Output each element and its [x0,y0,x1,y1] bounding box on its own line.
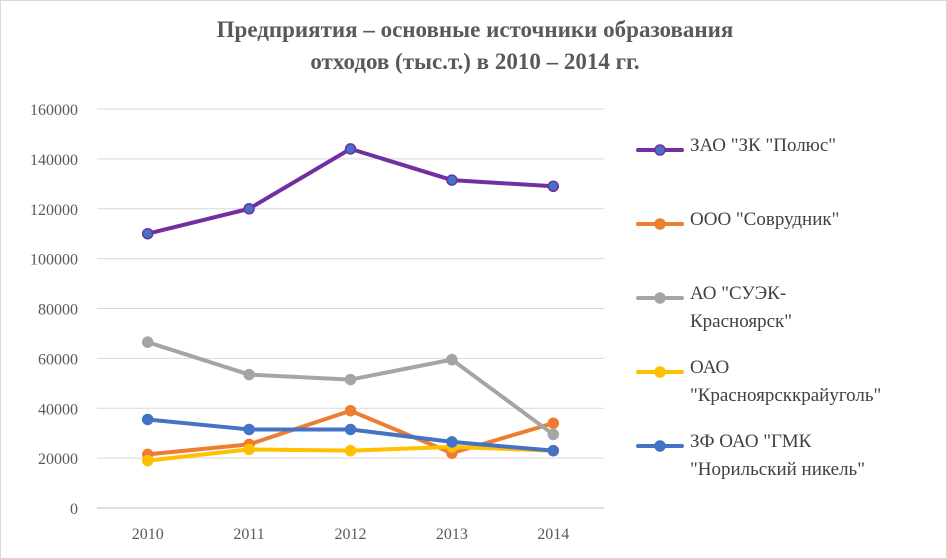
data-point [243,443,255,456]
series-line [145,340,556,437]
data-point [141,336,154,348]
legend-item: ЗФ ОАО "ГМК "Норильский никель" [636,428,936,502]
y-tick-label: 60000 [38,351,78,368]
y-tick-label: 120000 [30,202,78,219]
legend-label: ЗАО "ЗК "Полюс" [690,135,837,156]
x-tick-label: 2012 [335,526,367,543]
y-tick-label: 20000 [38,451,78,468]
y-tick-label: 140000 [30,152,78,169]
y-tick-label: 40000 [38,401,78,418]
legend-item: АО "СУЭК- Красноярск" [636,280,936,354]
x-tick-label: 2011 [233,526,264,543]
legend-label: ЗФ ОАО "ГМК "Норильский никель" [690,431,865,480]
chart-title: Предприятия – основные источники образов… [0,14,947,78]
legend-swatch [636,292,684,304]
legend-swatch [636,440,684,452]
y-tick-label: 100000 [30,252,78,269]
x-tick-label: 2014 [537,526,569,543]
x-tick-label: 2013 [436,526,468,543]
legend-label: ООО "Соврудник" [690,209,840,230]
data-point [547,417,560,429]
data-point [141,413,154,426]
data-point [344,143,357,155]
legend-swatch-marker [654,440,666,452]
data-point [344,423,357,436]
y-tick-label: 160000 [30,102,78,119]
legend-swatch [636,218,684,230]
legend-swatch [636,144,684,156]
x-tick-label: 2010 [132,526,164,543]
legend-item: ОАО "Красноярсккрайуголь" [636,354,936,428]
series-line [145,146,556,236]
data-point [243,203,255,215]
legend-item: ООО "Соврудник" [636,206,936,280]
legend: ЗАО "ЗК "Полюс" ООО "Соврудник" АО "СУЭК- … [636,132,936,502]
data-point [446,174,458,186]
data-point [547,444,560,457]
data-point [344,444,357,457]
legend-label: АО "СУЭК- Красноярск" [690,283,793,332]
data-point [446,353,458,366]
legend-swatch-marker [654,366,666,378]
chart-title-line-1: Предприятия – основные источники образов… [216,17,734,42]
legend-swatch-marker [654,292,666,304]
data-point [141,454,154,467]
legend-label: ОАО "Красноярсккрайуголь" [690,357,882,406]
chart-title-line-2: отходов (тыс.т.) в 2010 – 2014 гг. [310,49,640,74]
legend-item: ЗАО "ЗК "Полюс" [636,132,936,206]
data-point [243,368,255,381]
legend-swatch [636,366,684,378]
data-point [344,404,357,417]
data-point [547,428,560,441]
data-point [141,227,154,240]
data-point [547,180,560,193]
data-point [446,436,458,448]
legend-swatch-marker [654,144,666,156]
legend-swatch-marker [654,218,666,230]
data-point [243,423,255,436]
data-point [344,373,357,386]
y-tick-label: 80000 [38,302,78,319]
y-tick-label: 0 [70,501,78,518]
